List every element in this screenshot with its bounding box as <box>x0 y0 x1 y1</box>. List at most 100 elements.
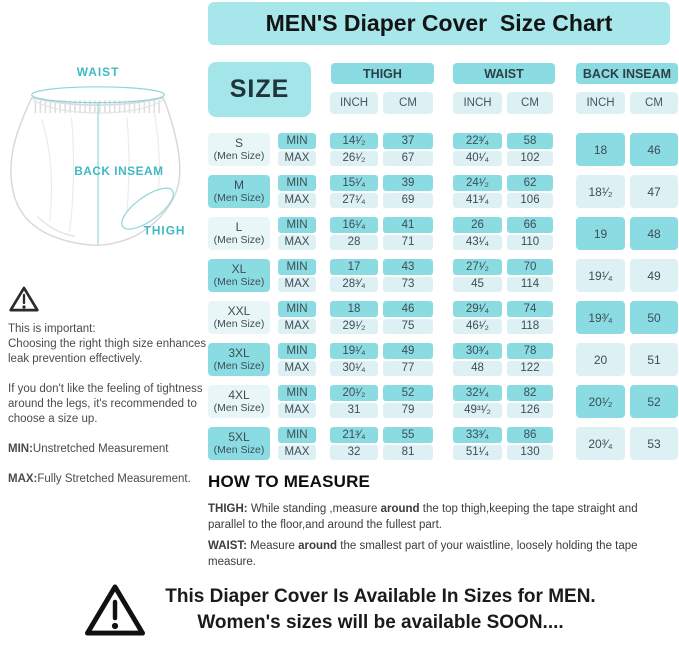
thigh-instruction: THIGH: While standing ,measure around th… <box>208 503 638 531</box>
max-value: 46¹⁄₂ <box>453 318 502 334</box>
thigh-inch-cell: 17 28³⁄₄ <box>330 259 378 292</box>
size-sublabel: (Men Size) <box>213 443 265 456</box>
size-label: XXL <box>227 303 251 318</box>
waist-cm-cell: 70 114 <box>507 259 553 292</box>
max-value: 43¹⁄₄ <box>453 234 502 250</box>
max-value: 114 <box>507 276 553 292</box>
table-row: M (Men Size) MIN MAX 15¹⁄₄ 27¹⁄₄ 39 69 24¹⁄₂ 41³⁄… <box>208 175 678 208</box>
page-title: MEN'S Diaper Cover Size Chart <box>208 2 670 45</box>
max-value: 29¹⁄₂ <box>330 318 378 334</box>
availability-text: This Diaper Cover Is Available In Sizes … <box>165 584 595 636</box>
availability-banner: This Diaper Cover Is Available In Sizes … <box>0 580 679 640</box>
back-inseam-cm-header: CM <box>630 92 678 114</box>
size-cell: 4XL (Men Size) <box>208 385 270 418</box>
availability-line2: Women's sizes will be available SOON.... <box>197 612 564 633</box>
min-value: 82 <box>507 385 553 401</box>
min-value: 30³⁄₄ <box>453 343 502 359</box>
waist-cm-cell: 78 122 <box>507 343 553 376</box>
min-value: MIN <box>278 133 316 149</box>
max-value: 41³⁄₄ <box>453 192 502 208</box>
waist-instruction: WAIST: Measure around the smallest part … <box>208 540 638 568</box>
waist-measure-line <box>31 86 165 104</box>
thigh-cm-cell: 43 73 <box>383 259 433 292</box>
min-max-cell: MIN MAX <box>278 133 316 166</box>
min-value: 26 <box>453 217 502 233</box>
size-sublabel: (Men Size) <box>213 191 265 204</box>
back-inseam-label: BACK INSEAM <box>74 164 163 178</box>
thigh-cm-cell: 41 71 <box>383 217 433 250</box>
max-value: 122 <box>507 360 553 376</box>
min-value: 15¹⁄₄ <box>330 175 378 191</box>
availability-line1: This Diaper Cover Is Available In Sizes … <box>165 586 596 607</box>
max-value: MAX <box>278 150 316 166</box>
back-inseam-inch-cell: 19 <box>576 217 625 250</box>
min-value: 16¹⁄₄ <box>330 217 378 233</box>
size-cell: M (Men Size) <box>208 175 270 208</box>
max-value: 28 <box>330 234 378 250</box>
size-label: 5XL <box>228 429 250 444</box>
min-value: 33³⁄₄ <box>453 427 502 443</box>
table-row: 5XL (Men Size) MIN MAX 21³⁄₄ 32 55 81 33³⁄₄ 51¹⁄₄… <box>208 427 678 460</box>
min-value: MIN <box>278 385 316 401</box>
waist-inch-cell: 26 43¹⁄₄ <box>453 217 502 250</box>
min-value: 43 <box>383 259 433 275</box>
waist-inch-cell: 33³⁄₄ 51¹⁄₄ <box>453 427 502 460</box>
min-value: 17 <box>330 259 378 275</box>
thigh-cm-cell: 52 79 <box>383 385 433 418</box>
how-to-measure-heading: HOW TO MEASURE <box>208 472 371 491</box>
waist-cm-cell: 66 110 <box>507 217 553 250</box>
waist-inch-cell: 27¹⁄₂ 45 <box>453 259 502 292</box>
size-sublabel: (Men Size) <box>213 359 265 372</box>
back-inseam-cm-cell: 52 <box>630 385 678 418</box>
thigh-inch-cell: 16¹⁄₄ 28 <box>330 217 378 250</box>
size-label: L <box>235 219 243 234</box>
min-value: 46 <box>383 301 433 317</box>
max-value: 51¹⁄₄ <box>453 444 502 460</box>
size-label: M <box>234 177 244 192</box>
min-max-cell: MIN MAX <box>278 301 316 334</box>
back-inseam-inch-cell: 20¹⁄₂ <box>576 385 625 418</box>
size-cell: 3XL (Men Size) <box>208 343 270 376</box>
min-value: MIN <box>278 175 316 191</box>
table-row: XXL (Men Size) MIN MAX 18 29¹⁄₂ 46 75 29¹⁄₄ 46¹⁄₂… <box>208 301 678 334</box>
min-value: 70 <box>507 259 553 275</box>
size-cell: S (Men Size) <box>208 133 270 166</box>
max-value: MAX <box>278 192 316 208</box>
back-inseam-inch-cell: 20³⁄₄ <box>576 427 625 460</box>
note-important: This is important: Choosing the right th… <box>8 323 207 365</box>
thigh-inch-cell: 20¹⁄₂ 31 <box>330 385 378 418</box>
table-row: L (Men Size) MIN MAX 16¹⁄₄ 28 41 71 26 43¹⁄₄ 66 110… <box>208 217 678 250</box>
how-to-measure: HOW TO MEASURE THIGH: While standing ,me… <box>208 472 676 575</box>
min-value: 74 <box>507 301 553 317</box>
min-max-cell: MIN MAX <box>278 343 316 376</box>
max-value: MAX <box>278 402 316 418</box>
min-value: 49 <box>383 343 433 359</box>
waist-inch-cell: 24¹⁄₂ 41³⁄₄ <box>453 175 502 208</box>
size-cell: XL (Men Size) <box>208 259 270 292</box>
diaper-illustration: WAIST BACK INSEAM THIGH <box>10 65 185 247</box>
waist-cm-cell: 86 130 <box>507 427 553 460</box>
max-value: MAX <box>278 276 316 292</box>
thigh-cm-cell: 55 81 <box>383 427 433 460</box>
back-inseam-inch-cell: 19¹⁄₄ <box>576 259 625 292</box>
max-value: MAX <box>278 318 316 334</box>
warning-icon <box>85 584 146 636</box>
thigh-inch-cell: 21³⁄₄ 32 <box>330 427 378 460</box>
min-max-cell: MIN MAX <box>278 427 316 460</box>
size-cell: XXL (Men Size) <box>208 301 270 334</box>
min-value: 55 <box>383 427 433 443</box>
waist-inch-cell: 22³⁄₄ 40¹⁄₄ <box>453 133 502 166</box>
max-value: 118 <box>507 318 553 334</box>
max-value: 26¹⁄₂ <box>330 150 378 166</box>
waist-inch-cell: 32¹⁄₄ 49³¹⁄₂ <box>453 385 502 418</box>
waist-cm-cell: 82 126 <box>507 385 553 418</box>
min-value: MIN <box>278 259 316 275</box>
back-inseam-inch-cell: 18¹⁄₂ <box>576 175 625 208</box>
back-inseam-inch-cell: 18 <box>576 133 625 166</box>
waist-cm-header: CM <box>507 92 553 114</box>
max-value: MAX <box>278 234 316 250</box>
waist-label: WAIST <box>77 65 120 79</box>
thigh-inch-cell: 15¹⁄₄ 27¹⁄₄ <box>330 175 378 208</box>
min-max-cell: MIN MAX <box>278 259 316 292</box>
